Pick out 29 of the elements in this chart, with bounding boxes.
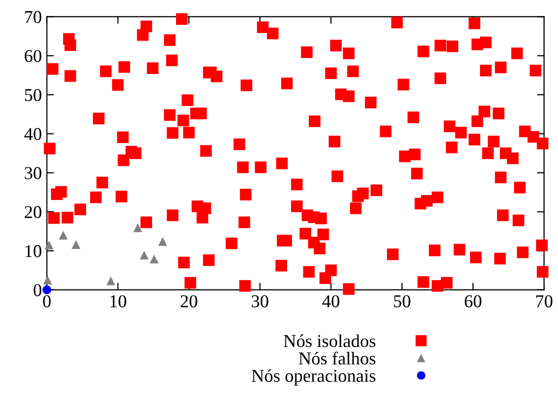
x-tick-label: 40 <box>322 295 340 308</box>
x-tick-label: 70 <box>536 295 552 308</box>
point <box>43 276 52 284</box>
x-tick-label: 0 <box>43 295 51 308</box>
point <box>158 237 168 246</box>
point <box>140 250 149 260</box>
legend-label: Nós isolados <box>284 334 376 348</box>
point <box>44 240 54 250</box>
point <box>42 285 52 294</box>
x-tick-label: 20 <box>180 295 198 308</box>
legend-label: Nós operacionais <box>252 369 376 386</box>
x-tick-label: 10 <box>110 295 126 308</box>
y-tick-label: 40 <box>24 128 42 140</box>
point <box>72 240 80 249</box>
point <box>58 230 68 240</box>
y-tick-label: 10 <box>26 245 42 258</box>
x-tick-label: 50 <box>394 295 410 308</box>
x-tick-label: 60 <box>464 295 482 308</box>
y-tick-label: 20 <box>24 206 42 218</box>
point <box>150 254 159 264</box>
x-tick-label: 30 <box>252 295 268 308</box>
point <box>133 223 142 232</box>
legend-label: Nós falhos <box>298 352 376 365</box>
y-tick-label: 60 <box>24 50 42 62</box>
y-tick-label: 50 <box>25 88 42 102</box>
point <box>106 276 116 286</box>
y-tick-label: 70 <box>25 10 42 24</box>
y-tick-label: 0 <box>34 284 42 296</box>
y-tick-label: 30 <box>24 167 42 180</box>
